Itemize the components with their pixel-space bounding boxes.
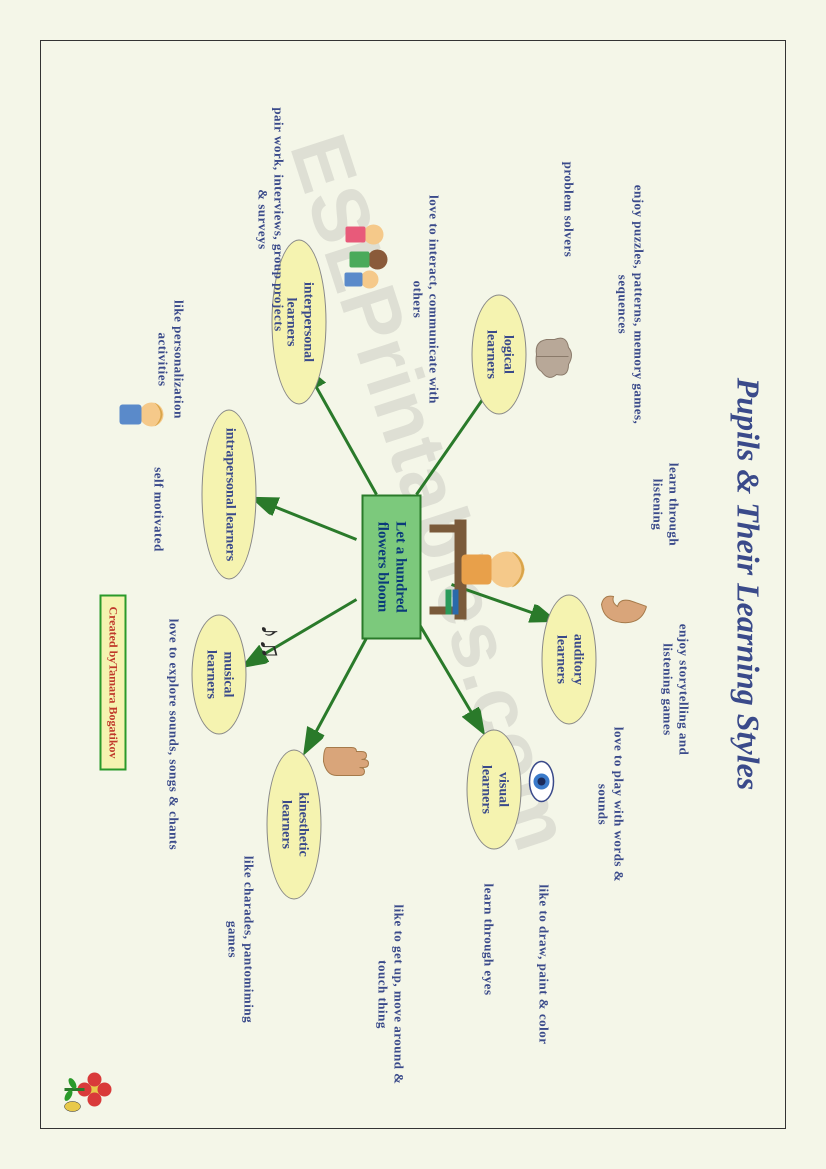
desc-intrapersonal-like: like personalization activities <box>155 295 186 425</box>
student-at-desk-icon <box>427 500 537 640</box>
desc-kinesthetic-games: like charades, pantomiming games <box>225 855 256 1025</box>
flower-icon <box>53 1062 113 1117</box>
center-node: Let a hundred flowers bloom <box>362 495 422 640</box>
node-musical: musical learners <box>192 615 247 735</box>
hand-icon <box>317 740 372 780</box>
eye-icon <box>522 760 557 805</box>
desc-auditory-learn: learn through listening <box>650 445 681 565</box>
svg-text:♪♫: ♪♫ <box>255 625 286 660</box>
node-logical: logical learners <box>472 295 527 415</box>
diagram-stage: Pupils & Their Learning Styles ESLPrinta… <box>41 40 787 1129</box>
node-intrapersonal: intrapersonal learners <box>202 410 257 580</box>
desc-visual-like: like to draw, paint & color <box>536 870 552 1060</box>
desc-musical-love: love to explore sounds, songs & chants <box>166 595 182 875</box>
music-notes-icon: ♪♫ <box>242 625 292 675</box>
node-auditory: auditory learners <box>542 595 597 725</box>
desc-interpersonal-love: love to interact, communicate with other… <box>410 190 441 410</box>
desc-interpersonal-work: pair work, interviews, group projects & … <box>255 105 286 335</box>
desc-kinesthetic-like: like to get up, move around & touch thin… <box>375 905 406 1085</box>
desc-auditory-love: love to play with words & sounds <box>595 720 626 890</box>
credit-box: Created byTamara Bogatikov <box>100 595 127 771</box>
node-kinesthetic: kinesthetic learners <box>267 750 322 900</box>
desc-logical-enjoy: enjoy puzzles, patterns, memory games, s… <box>615 165 646 445</box>
node-visual: visual learners <box>467 730 522 850</box>
brain-icon <box>527 330 577 385</box>
desc-auditory-enjoy: enjoy storytelling and listening games <box>660 600 691 780</box>
desc-intrapersonal-self: self motivated <box>151 450 167 570</box>
desc-logical-solvers: problem solvers <box>561 145 577 275</box>
ear-icon <box>592 585 652 630</box>
people-group-icon <box>327 215 392 295</box>
desc-visual-learn: learn through eyes <box>481 860 497 1020</box>
